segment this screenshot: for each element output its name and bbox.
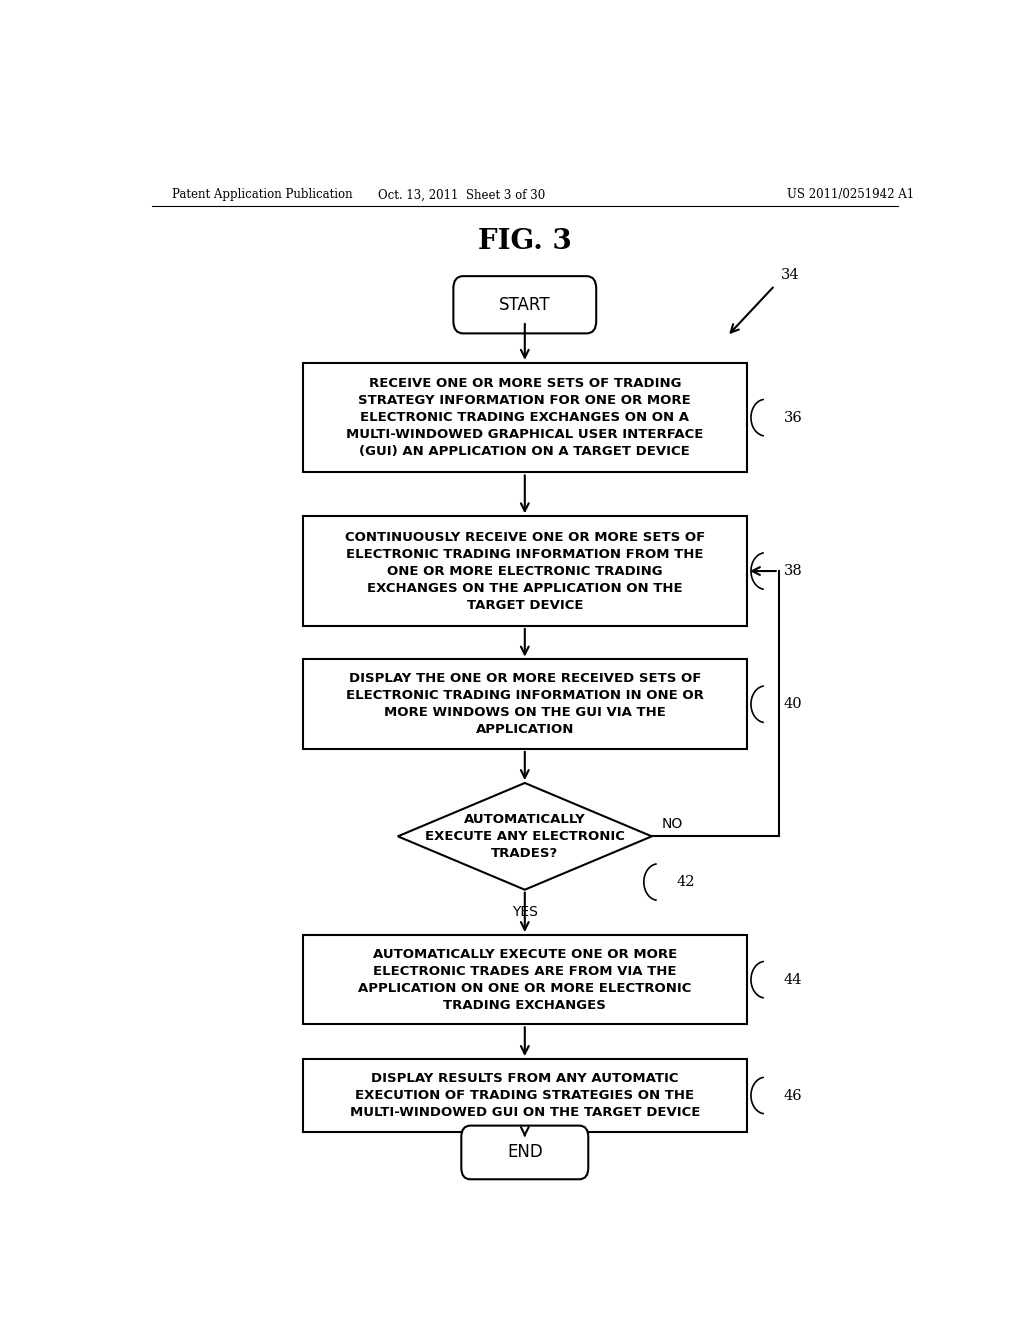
Polygon shape: [397, 783, 652, 890]
Text: US 2011/0251942 A1: US 2011/0251942 A1: [786, 189, 913, 202]
Text: YES: YES: [512, 906, 538, 919]
Bar: [303, 363, 748, 473]
Text: END: END: [507, 1143, 543, 1162]
Text: AUTOMATICALLY EXECUTE ONE OR MORE
ELECTRONIC TRADES ARE FROM VIA THE
APPLICATION: AUTOMATICALLY EXECUTE ONE OR MORE ELECTR…: [358, 948, 691, 1011]
Bar: [303, 660, 748, 748]
Bar: [303, 1059, 748, 1133]
Text: DISPLAY RESULTS FROM ANY AUTOMATIC
EXECUTION OF TRADING STRATEGIES ON THE
MULTI-: DISPLAY RESULTS FROM ANY AUTOMATIC EXECU…: [349, 1072, 700, 1119]
Text: 36: 36: [783, 411, 802, 425]
Text: Oct. 13, 2011  Sheet 3 of 30: Oct. 13, 2011 Sheet 3 of 30: [378, 189, 545, 202]
Text: DISPLAY THE ONE OR MORE RECEIVED SETS OF
ELECTRONIC TRADING INFORMATION IN ONE O: DISPLAY THE ONE OR MORE RECEIVED SETS OF…: [346, 672, 703, 737]
Text: FIG. 3: FIG. 3: [478, 228, 571, 255]
Text: 46: 46: [783, 1089, 802, 1102]
Text: 42: 42: [677, 875, 695, 890]
Text: RECEIVE ONE OR MORE SETS OF TRADING
STRATEGY INFORMATION FOR ONE OR MORE
ELECTRO: RECEIVE ONE OR MORE SETS OF TRADING STRA…: [346, 378, 703, 458]
Bar: [303, 516, 748, 626]
Text: 34: 34: [781, 268, 800, 282]
Text: Patent Application Publication: Patent Application Publication: [172, 189, 352, 202]
Text: 40: 40: [783, 697, 802, 711]
Text: START: START: [499, 296, 551, 314]
Bar: [303, 935, 748, 1024]
FancyBboxPatch shape: [454, 276, 596, 334]
Text: CONTINUOUSLY RECEIVE ONE OR MORE SETS OF
ELECTRONIC TRADING INFORMATION FROM THE: CONTINUOUSLY RECEIVE ONE OR MORE SETS OF…: [345, 531, 705, 611]
Text: 38: 38: [783, 564, 802, 578]
Text: NO: NO: [662, 817, 683, 832]
Text: AUTOMATICALLY
EXECUTE ANY ELECTRONIC
TRADES?: AUTOMATICALLY EXECUTE ANY ELECTRONIC TRA…: [425, 813, 625, 859]
FancyBboxPatch shape: [461, 1126, 588, 1179]
Text: 44: 44: [783, 973, 802, 986]
